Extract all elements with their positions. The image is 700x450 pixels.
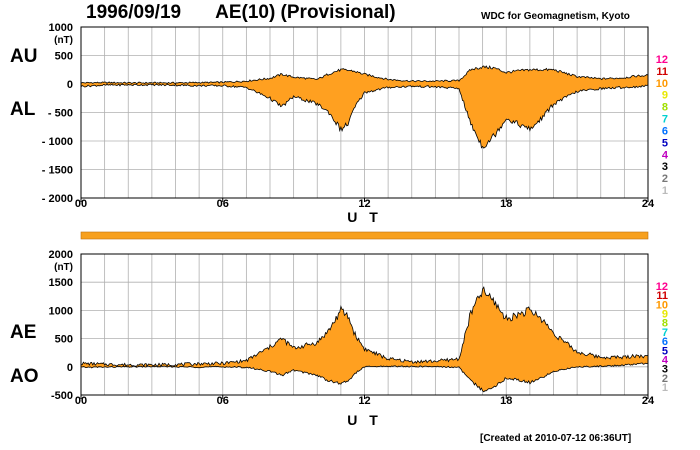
hour-scale-label: 8 bbox=[662, 318, 668, 330]
y-tick-label: - 500 bbox=[48, 108, 73, 120]
y-tick-label: 2000 bbox=[49, 249, 73, 261]
y-tick-label: 0 bbox=[67, 79, 73, 91]
x-tick-label: 24 bbox=[642, 395, 655, 407]
series-line-au bbox=[80, 65, 649, 85]
hour-scale-label: 4 bbox=[662, 149, 669, 161]
x-tick-label: 12 bbox=[358, 198, 370, 210]
y-tick-label: - 1000 bbox=[42, 136, 73, 148]
chart-title: 1996/09/19 AE(10) (Provisional) bbox=[86, 2, 396, 24]
hour-scale-label: 8 bbox=[662, 102, 668, 114]
hour-scale-label: 3 bbox=[662, 364, 668, 376]
hour-scale-label: 10 bbox=[656, 78, 668, 90]
hour-scale-label: 2 bbox=[662, 173, 668, 185]
series-line-ae bbox=[80, 286, 649, 368]
y-axis-unit-label: (nT) bbox=[54, 262, 73, 273]
hour-scale-label: 5 bbox=[662, 137, 668, 149]
x-axis-label: U T bbox=[347, 412, 382, 428]
hour-scale-label: 6 bbox=[662, 125, 668, 137]
series-line-ao bbox=[81, 362, 649, 393]
series-label-au: AU bbox=[10, 46, 37, 67]
y-axis-unit-label: (nT) bbox=[54, 35, 73, 46]
series-label-al: AL bbox=[10, 99, 36, 120]
x-axis-label: U T bbox=[347, 209, 382, 225]
hour-scale-label: 9 bbox=[662, 309, 668, 321]
hour-scale-label: 12 bbox=[656, 54, 668, 66]
series-line-al bbox=[80, 83, 649, 149]
x-tick-label: 18 bbox=[500, 395, 512, 407]
series-fill-area bbox=[81, 66, 648, 149]
data-coverage-bar bbox=[80, 231, 649, 240]
x-tick-label: 00 bbox=[75, 395, 87, 407]
y-tick-label: - 1500 bbox=[42, 165, 73, 177]
y-tick-label: 500 bbox=[55, 334, 73, 346]
hour-scale-label: 5 bbox=[662, 345, 668, 357]
hour-scale-label: 1 bbox=[662, 185, 668, 197]
y-tick-label: 1500 bbox=[49, 277, 73, 289]
y-tick-label: 500 bbox=[55, 51, 73, 63]
date-label: 1996/09/19 bbox=[86, 2, 182, 23]
series-label-ao: AO bbox=[10, 366, 39, 387]
x-tick-label: 24 bbox=[642, 198, 655, 210]
hour-scale-label: 6 bbox=[662, 336, 668, 348]
y-tick-label: 1000 bbox=[49, 305, 73, 317]
hour-scale-label: 12 bbox=[656, 281, 668, 293]
hour-scale-label: 10 bbox=[656, 299, 668, 311]
series-fill-area bbox=[81, 287, 648, 392]
y-tick-label: 0 bbox=[67, 362, 73, 374]
x-tick-label: 06 bbox=[217, 395, 229, 407]
source-label: WDC for Geomagnetism, Kyoto bbox=[481, 11, 630, 22]
hour-scale-label: 11 bbox=[656, 66, 668, 78]
index-title: AE(10) (Provisional) bbox=[215, 2, 396, 23]
hour-scale-label: 1 bbox=[662, 382, 668, 394]
x-tick-label: 00 bbox=[75, 198, 87, 210]
x-tick-label: 18 bbox=[500, 198, 512, 210]
series-label-ae: AE bbox=[10, 322, 36, 343]
hour-scale-label: 4 bbox=[662, 354, 669, 366]
hour-scale-label: 11 bbox=[656, 290, 668, 302]
hour-scale-label: 2 bbox=[662, 373, 668, 385]
y-tick-label: -500 bbox=[51, 390, 73, 402]
hour-scale-label: 7 bbox=[662, 327, 668, 339]
hour-scale-label: 7 bbox=[662, 114, 668, 126]
y-tick-label: - 2000 bbox=[42, 193, 73, 205]
x-tick-label: 06 bbox=[217, 198, 229, 210]
hour-scale-label: 9 bbox=[662, 90, 668, 102]
x-tick-label: 12 bbox=[358, 395, 370, 407]
created-timestamp: [Created at 2010-07-12 06:36UT] bbox=[480, 433, 632, 444]
hour-scale-label: 3 bbox=[662, 161, 668, 173]
y-tick-label: 1000 bbox=[49, 22, 73, 34]
